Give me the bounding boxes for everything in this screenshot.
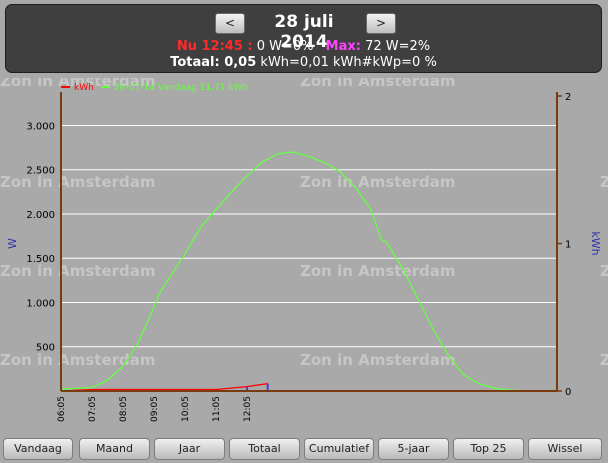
current-max-line: Nu 12:45 : 0 W=0% Max: 72 W=2% <box>6 39 601 54</box>
total-line: Totaal: 0,05 kWh=0,01 kWh#kWp=0 % <box>6 55 601 70</box>
x-tick-label: 07:05 <box>88 396 98 422</box>
y2-tick-label: 2 <box>565 92 571 103</box>
watermark-text: Zon in Amsterdam <box>0 78 156 90</box>
wissel-button[interactable]: Wissel <box>528 438 602 460</box>
axes <box>60 92 562 392</box>
tick-labels: 500 1.000 1.500 2.000 2.500 3.000 0 1 2 06:05 07:0… <box>6 92 602 422</box>
cumulatief-button[interactable]: Cumulatief <box>304 438 374 460</box>
legend: kWh 26-07-14 Vandaag 11,71 kWh <box>61 83 248 93</box>
maand-button[interactable]: Maand <box>79 438 150 460</box>
legend-kwh-label: kWh <box>74 83 94 93</box>
watermark-text: Zon in Amsterdam <box>0 173 156 191</box>
kwh-bar <box>266 383 269 391</box>
jaar-button[interactable]: Jaar <box>154 438 225 460</box>
watermark-text: Zon in Amsterdam <box>600 173 608 191</box>
max-label: Max: <box>325 39 361 54</box>
watermark-text: Zon in Amsterdam <box>300 173 456 191</box>
date-title: 28 juli 2014 <box>274 12 334 52</box>
next-day-button[interactable]: > <box>366 13 396 34</box>
y-tick-label: 2.000 <box>26 210 55 221</box>
watermark-text: Zon in Amsterdam <box>600 351 608 369</box>
watermark-text: Zon in Amsterdam <box>0 262 156 280</box>
max-value: 72 W=2% <box>365 39 431 54</box>
kwh-series-line <box>60 382 268 392</box>
y2-tick-label: 1 <box>565 240 571 251</box>
power-series-line <box>60 151 557 392</box>
y2-axis-title: kWh <box>589 231 602 255</box>
now-label: Nu 12:45 : <box>176 39 253 54</box>
watermark-layer: Zon in Amsterdam Zon in Amsterdam Zon in A… <box>0 78 608 369</box>
x-tick-label: 06:05 <box>57 396 67 422</box>
watermark-text: Zon in Amsterdam <box>600 262 608 280</box>
vandaag-button[interactable]: Vandaag <box>3 438 73 460</box>
y2-tick-label: 0 <box>565 387 571 398</box>
y-tick-label: 500 <box>36 343 55 354</box>
watermark-text: Zon in Amsterdam <box>300 262 456 280</box>
now-value: 0 W=0% <box>256 39 314 54</box>
total-value: kWh=0,01 kWh#kWp=0 % <box>260 55 437 70</box>
totaal-button[interactable]: Totaal <box>229 438 300 460</box>
watermark-text: Zon in Amsterdam <box>300 351 456 369</box>
previous-day-button[interactable]: < <box>215 13 245 34</box>
date-row: < 28 juli 2014 > <box>6 10 601 52</box>
solar-power-chart: Zon in Amsterdam Zon in Amsterdam Zon in A… <box>0 78 608 422</box>
kwh-bar <box>246 386 248 391</box>
total-label: Totaal: 0,05 <box>170 55 257 70</box>
y-tick-label: 1.000 <box>26 298 55 309</box>
series-lines <box>60 151 557 392</box>
x-tick-label: 11:05 <box>212 396 222 422</box>
legend-power-label: 26-07-14 Vandaag 11,71 kWh <box>114 83 248 93</box>
x-tick-label: 08:05 <box>119 396 129 422</box>
5-jaar-button[interactable]: 5-jaar <box>378 438 449 460</box>
x-tick-label: 10:05 <box>181 396 191 422</box>
y-tick-label: 3.000 <box>26 121 55 132</box>
header-panel: < 28 juli 2014 > Nu 12:45 : 0 W=0% Max: … <box>5 4 602 73</box>
watermark-text: Zon in Amsterdam <box>300 78 456 90</box>
x-tick-label: 12:05 <box>243 396 253 422</box>
top-25-button[interactable]: Top 25 <box>453 438 524 460</box>
y-tick-label: 2.500 <box>26 166 55 177</box>
footer-bar: Vandaag Maand Jaar Totaal Cumulatief 5-j… <box>0 434 608 463</box>
y-axis-title: W <box>6 238 19 249</box>
watermark-text: Zon in Amsterdam <box>0 351 156 369</box>
x-tick-label: 09:05 <box>150 396 160 422</box>
gridlines <box>61 124 557 348</box>
y-tick-label: 1.500 <box>26 254 55 265</box>
